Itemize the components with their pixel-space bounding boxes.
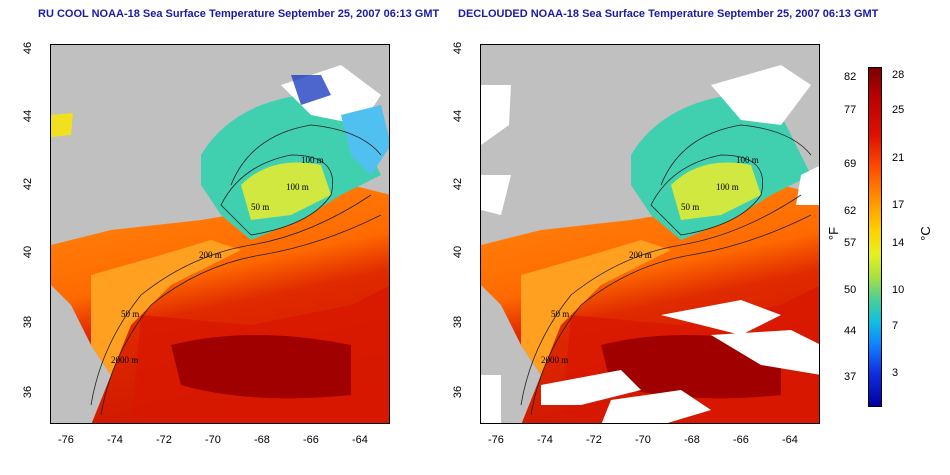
right-contour-label-6: 2000 m	[541, 355, 568, 365]
right-x-tick: -72	[586, 434, 602, 446]
colorbar-f-label: 77	[844, 104, 857, 116]
colorbar-f-label: 62	[844, 205, 857, 217]
left-y-tick: 44	[22, 109, 35, 123]
colorbar-c-label: 25	[892, 104, 905, 116]
right-contour-label-3: 100 m	[716, 182, 739, 192]
right-sst-image: 100 m 50 m 100 m 200 m 50 m 2000 m	[481, 65, 819, 423]
right-contour-label-5: 50 m	[551, 309, 569, 319]
colorbar-f-label: 57	[844, 237, 857, 249]
colorbar-unit-fahrenheit: °F	[826, 226, 842, 241]
right-y-tick: 40	[452, 245, 465, 259]
right-x-tick: -76	[488, 434, 504, 446]
right-y-tick: 38	[452, 315, 465, 329]
colorbar-c-label: 21	[892, 152, 905, 164]
left-y-tick: 38	[22, 315, 35, 329]
left-x-tick: -68	[254, 434, 270, 446]
right-y-tick: 36	[452, 385, 465, 399]
colorbar-unit-celsius: °C	[917, 226, 933, 241]
right-x-tick: -64	[782, 434, 798, 446]
left-y-tick: 42	[22, 177, 35, 191]
left-x-tick: -64	[352, 434, 368, 446]
colorbar-f-label: 50	[844, 284, 857, 296]
left-x-tick: -70	[205, 434, 221, 446]
right-y-tick: 46	[452, 41, 465, 55]
right-contour-label-2: 50 m	[681, 202, 699, 212]
left-contour-label-5: 50 m	[121, 309, 139, 319]
colorbar-f-label: 37	[844, 371, 857, 383]
right-map-title: DECLOUDED NOAA-18 Sea Surface Temperatur…	[458, 8, 879, 20]
colorbar-c-label: 28	[892, 69, 905, 81]
colorbar-f-label: 69	[844, 158, 857, 170]
right-x-tick: -74	[537, 434, 553, 446]
left-contour-label-4: 200 m	[199, 250, 222, 260]
left-x-tick: -66	[303, 434, 319, 446]
left-y-tick: 36	[22, 385, 35, 399]
left-y-tick: 40	[22, 245, 35, 259]
left-contour-label-1: 100 m	[301, 155, 324, 165]
left-map-title: RU COOL NOAA-18 Sea Surface Temperature …	[38, 8, 440, 20]
colorbar-f-label: 44	[844, 325, 857, 337]
right-x-tick: -70	[635, 434, 651, 446]
right-x-tick: -68	[684, 434, 700, 446]
temperature-colorbar	[868, 67, 882, 407]
colorbar-c-label: 17	[892, 199, 905, 211]
left-x-tick: -72	[156, 434, 172, 446]
left-y-tick: 46	[22, 41, 35, 55]
right-contour-label-1: 100 m	[736, 155, 759, 165]
left-contour-label-6: 2000 m	[111, 355, 138, 365]
left-sst-image: 100 m 50 m 100 m 200 m 50 m 2000 m	[51, 65, 389, 423]
right-sst-map: 100 m 50 m 100 m 200 m 50 m 2000 m	[480, 44, 820, 424]
left-contour-label-2: 50 m	[251, 202, 269, 212]
colorbar-c-label: 7	[892, 320, 899, 332]
colorbar-c-label: 3	[892, 367, 899, 379]
right-y-tick: 44	[452, 109, 465, 123]
right-y-tick: 42	[452, 177, 465, 191]
right-x-tick: -66	[733, 434, 749, 446]
colorbar-c-label: 14	[892, 237, 905, 249]
left-sst-map: 100 m 50 m 100 m 200 m 50 m 2000 m	[50, 44, 390, 424]
left-x-tick: -76	[58, 434, 74, 446]
colorbar-c-label: 10	[892, 284, 905, 296]
left-x-tick: -74	[107, 434, 123, 446]
right-contour-label-4: 200 m	[629, 250, 652, 260]
left-contour-label-3: 100 m	[286, 182, 309, 192]
colorbar-f-label: 82	[844, 71, 857, 83]
